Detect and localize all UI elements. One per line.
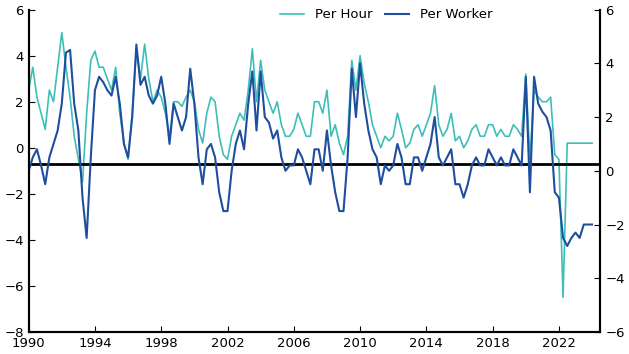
Per Hour bbox=[58, 30, 65, 35]
Per Hour bbox=[464, 139, 472, 143]
Per Hour bbox=[588, 141, 596, 145]
Per Hour bbox=[236, 111, 243, 115]
Per Worker bbox=[377, 182, 384, 186]
Per Worker bbox=[236, 129, 243, 133]
Per Hour bbox=[25, 88, 33, 92]
Per Worker bbox=[564, 244, 571, 248]
Per Hour bbox=[377, 145, 384, 150]
Per Hour bbox=[108, 88, 115, 92]
Per Worker bbox=[588, 222, 596, 227]
Per Worker bbox=[277, 155, 285, 160]
Per Hour bbox=[559, 295, 567, 299]
Per Worker bbox=[224, 209, 231, 213]
Per Hour bbox=[224, 157, 231, 161]
Line: Per Worker: Per Worker bbox=[29, 45, 592, 246]
Per Worker bbox=[464, 182, 472, 186]
Per Hour bbox=[277, 122, 285, 127]
Per Worker bbox=[133, 42, 140, 47]
Line: Per Hour: Per Hour bbox=[29, 33, 592, 297]
Per Worker bbox=[25, 169, 33, 173]
Per Worker bbox=[104, 88, 111, 92]
Legend: Per Hour, Per Worker: Per Hour, Per Worker bbox=[275, 3, 498, 27]
